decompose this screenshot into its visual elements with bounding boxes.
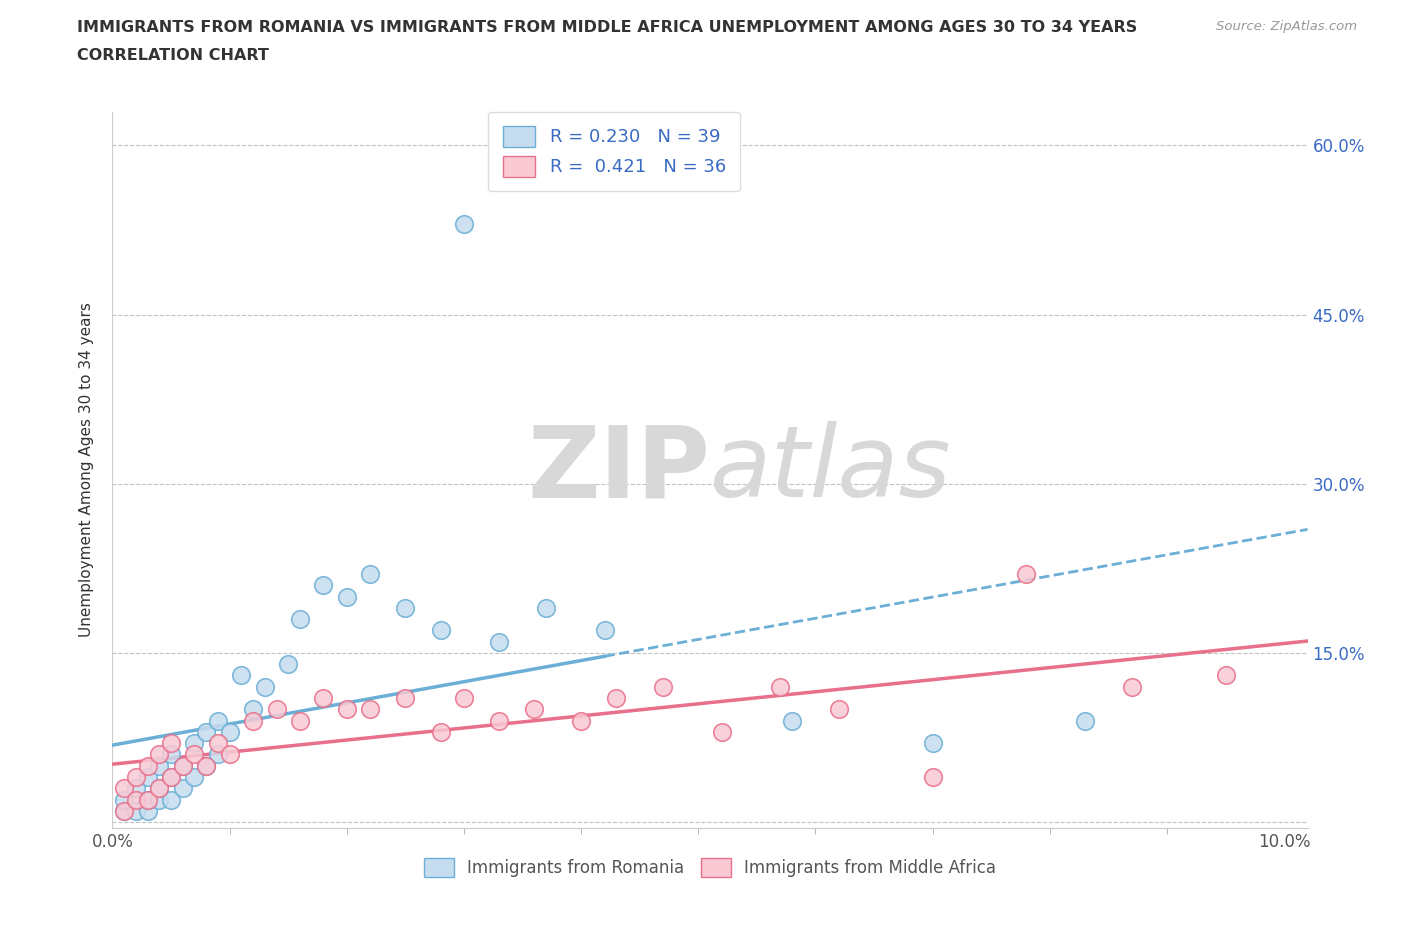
Point (148, 792, 170, 807)
Point (359, 566, 381, 581)
Point (195, 758, 218, 773)
Legend: Immigrants from Romania, Immigrants from Middle Africa: Immigrants from Romania, Immigrants from… (418, 851, 1002, 884)
Point (453, 217, 475, 232)
Point (207, 713, 229, 728)
Point (172, 758, 194, 773)
Point (312, 691, 335, 706)
Point (288, 612, 311, 627)
Point (769, 679, 792, 694)
Point (1074, 713, 1097, 728)
Point (1121, 679, 1143, 694)
Point (218, 747, 240, 762)
Point (828, 702, 851, 717)
Point (195, 724, 218, 739)
Point (136, 804, 159, 818)
Point (359, 702, 381, 717)
Point (136, 769, 159, 784)
Point (523, 702, 546, 717)
Y-axis label: Unemployment Among Ages 30 to 34 years: Unemployment Among Ages 30 to 34 years (79, 302, 94, 637)
Point (569, 713, 592, 728)
Point (453, 691, 475, 706)
Point (780, 713, 803, 728)
Point (125, 804, 148, 818)
Point (160, 792, 183, 807)
Point (488, 713, 510, 728)
Point (112, 792, 135, 807)
Point (231, 668, 253, 683)
Point (394, 691, 416, 706)
Point (125, 769, 148, 784)
Text: CORRELATION CHART: CORRELATION CHART (77, 48, 269, 63)
Point (195, 758, 218, 773)
Point (253, 679, 276, 694)
Point (183, 736, 205, 751)
Point (242, 713, 264, 728)
Point (277, 657, 299, 671)
Point (652, 679, 675, 694)
Text: Source: ZipAtlas.com: Source: ZipAtlas.com (1216, 20, 1357, 33)
Point (1215, 668, 1237, 683)
Point (429, 724, 451, 739)
Point (207, 736, 229, 751)
Point (136, 792, 159, 807)
Point (429, 623, 451, 638)
Point (218, 724, 240, 739)
Point (710, 724, 733, 739)
Point (488, 634, 510, 649)
Text: atlas: atlas (710, 421, 952, 518)
Point (160, 736, 183, 751)
Point (112, 781, 135, 796)
Point (136, 758, 159, 773)
Text: IMMIGRANTS FROM ROMANIA VS IMMIGRANTS FROM MIDDLE AFRICA UNEMPLOYMENT AMONG AGES: IMMIGRANTS FROM ROMANIA VS IMMIGRANTS FR… (77, 20, 1137, 35)
Point (172, 781, 194, 796)
Point (183, 747, 205, 762)
Point (112, 804, 135, 818)
Point (312, 578, 335, 592)
Point (534, 601, 557, 616)
Point (148, 781, 170, 796)
Point (242, 702, 264, 717)
Point (921, 769, 943, 784)
Point (288, 713, 311, 728)
Point (593, 623, 616, 638)
Point (148, 758, 170, 773)
Point (160, 769, 183, 784)
Point (336, 702, 359, 717)
Point (112, 804, 135, 818)
Point (266, 702, 288, 717)
Point (921, 736, 943, 751)
Point (207, 747, 229, 762)
Point (136, 792, 159, 807)
Point (183, 769, 205, 784)
Point (172, 758, 194, 773)
Point (148, 781, 170, 796)
Point (336, 589, 359, 604)
Point (125, 781, 148, 796)
Point (160, 747, 183, 762)
Point (160, 769, 183, 784)
Text: ZIP: ZIP (527, 421, 710, 518)
Point (394, 601, 416, 616)
Point (148, 747, 170, 762)
Point (125, 792, 148, 807)
Point (605, 691, 627, 706)
Point (1015, 566, 1038, 581)
